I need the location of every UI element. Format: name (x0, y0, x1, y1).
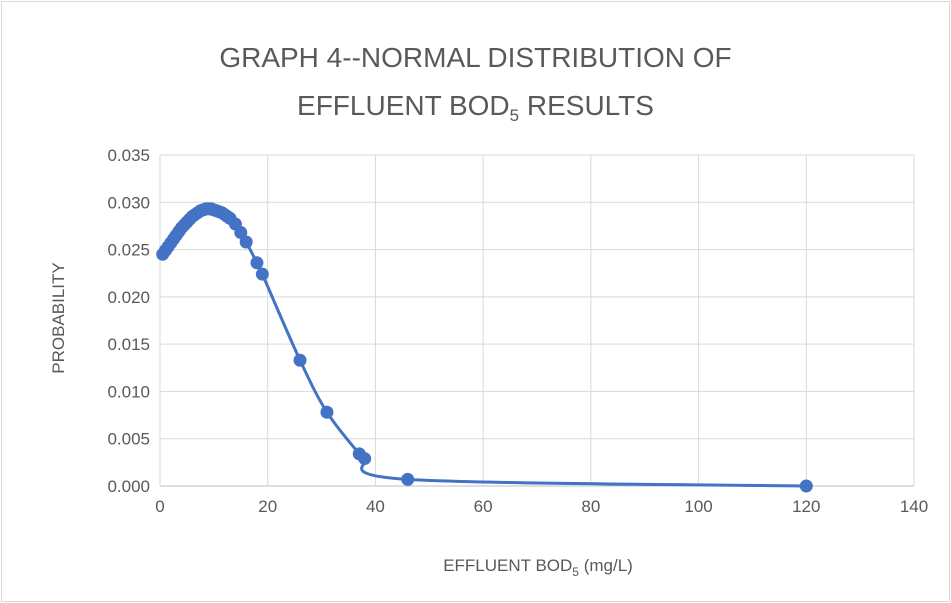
y-tick-label: 0.005 (107, 430, 150, 449)
y-tick-labels: 0.000 0.005 0.010 0.015 0.020 0.025 0.030 0.035 (107, 146, 150, 496)
x-tick-labels: 0 20 40 60 80 100 120 140 (155, 497, 928, 516)
grid-lines (159, 154, 915, 487)
x-tick-label: 100 (684, 497, 712, 516)
chart-title-line2-tail: RESULTS (519, 90, 654, 121)
chart-title-line2-main: EFFLUENT BOD (297, 90, 510, 121)
x-axis-title: EFFLUENT BOD5 (mg/L) (443, 556, 633, 579)
chart-title-line1: GRAPH 4--NORMAL DISTRIBUTION OF (219, 42, 732, 73)
chart-title-line2-subscript: 5 (509, 106, 520, 125)
data-point (799, 479, 813, 493)
data-point (234, 226, 248, 240)
x-tick-label: 20 (258, 497, 277, 516)
data-point (255, 267, 269, 281)
chart-title-line2: EFFLUENT BOD5 RESULTS (0, 82, 951, 140)
x-axis-title-tail: (mg/L) (579, 556, 633, 575)
x-tick-label: 60 (474, 497, 493, 516)
x-axis-title-main: EFFLUENT BOD (443, 556, 572, 575)
y-tick-label: 0.010 (107, 382, 150, 401)
data-point (401, 472, 415, 486)
x-tick-label: 140 (900, 497, 928, 516)
data-point (320, 405, 334, 419)
data-point (239, 235, 253, 249)
y-tick-label: 0.035 (107, 146, 150, 165)
y-tick-label: 0.020 (107, 288, 150, 307)
chart-title: GRAPH 4--NORMAL DISTRIBUTION OF EFFLUENT… (0, 34, 951, 140)
series-markers (156, 202, 813, 493)
y-tick-label: 0.000 (107, 477, 150, 496)
x-tick-label: 40 (366, 497, 385, 516)
y-tick-label: 0.015 (107, 335, 150, 354)
x-tick-label: 80 (581, 497, 600, 516)
y-tick-label: 0.025 (107, 241, 150, 260)
data-point (293, 353, 307, 367)
x-tick-label: 120 (792, 497, 820, 516)
series-line (161, 207, 807, 488)
data-point (250, 256, 264, 270)
x-tick-label: 0 (155, 497, 164, 516)
y-tick-label: 0.030 (107, 193, 150, 212)
x-axis-title-subscript: 5 (572, 565, 579, 579)
y-axis-title: PROBABILITY (49, 262, 68, 373)
data-point (358, 452, 372, 466)
